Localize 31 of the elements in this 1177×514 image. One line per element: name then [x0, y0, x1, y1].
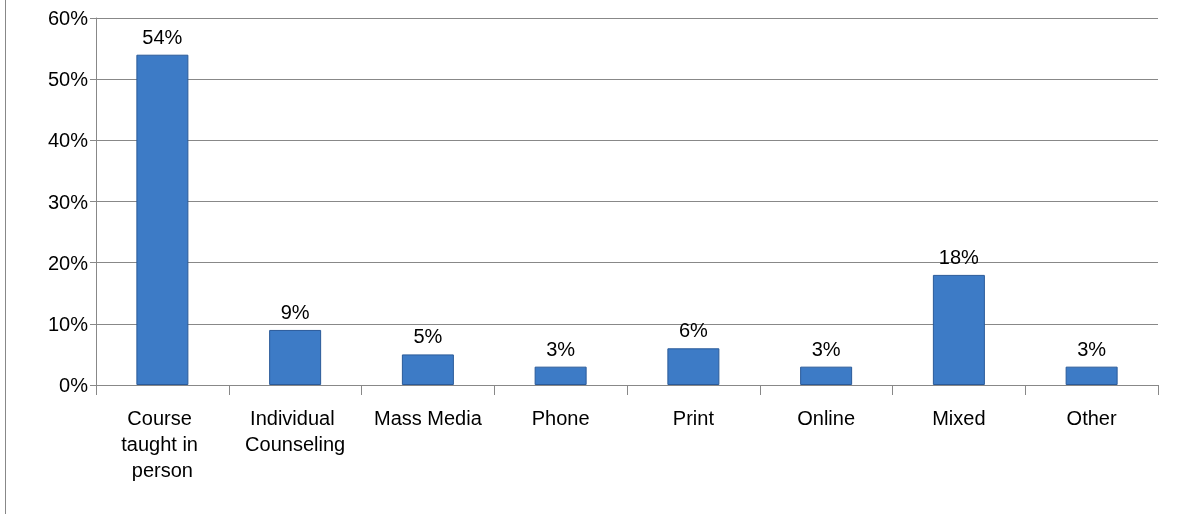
data-label: 3% [1077, 337, 1107, 360]
x-tick-label: Mass Media [373, 407, 483, 429]
y-tick-label: 50% [47, 68, 89, 91]
bar [667, 348, 720, 385]
data-label: 9% [280, 300, 310, 323]
x-tick-label: Other [1066, 407, 1117, 429]
x-tick-label: Course taught in person [121, 407, 204, 481]
y-tick-label: 30% [47, 190, 89, 213]
y-tick-label: 60% [47, 7, 89, 29]
y-tick-label: 40% [47, 129, 89, 152]
x-tick-label: Individual Counseling [245, 407, 346, 455]
x-tick-label: Online [797, 407, 856, 429]
data-label: 18% [938, 245, 980, 268]
x-tick-label: Mixed [932, 407, 986, 429]
data-label: 54% [142, 25, 183, 48]
x-tick-label: Phone [531, 407, 590, 429]
bar [269, 329, 322, 385]
y-tick-label: 10% [47, 312, 89, 335]
bar [1065, 366, 1118, 385]
data-label: 3% [546, 337, 576, 360]
x-tick-label: Print [672, 407, 715, 429]
bar [932, 274, 985, 385]
bar [401, 354, 454, 385]
data-label: 3% [811, 337, 841, 360]
y-tick-label: 0% [59, 374, 89, 396]
bar [534, 366, 587, 385]
data-label: 5% [413, 325, 443, 348]
data-label: 6% [678, 319, 709, 342]
y-tick-label: 20% [47, 251, 89, 274]
bar [136, 54, 189, 385]
bar [800, 366, 853, 385]
